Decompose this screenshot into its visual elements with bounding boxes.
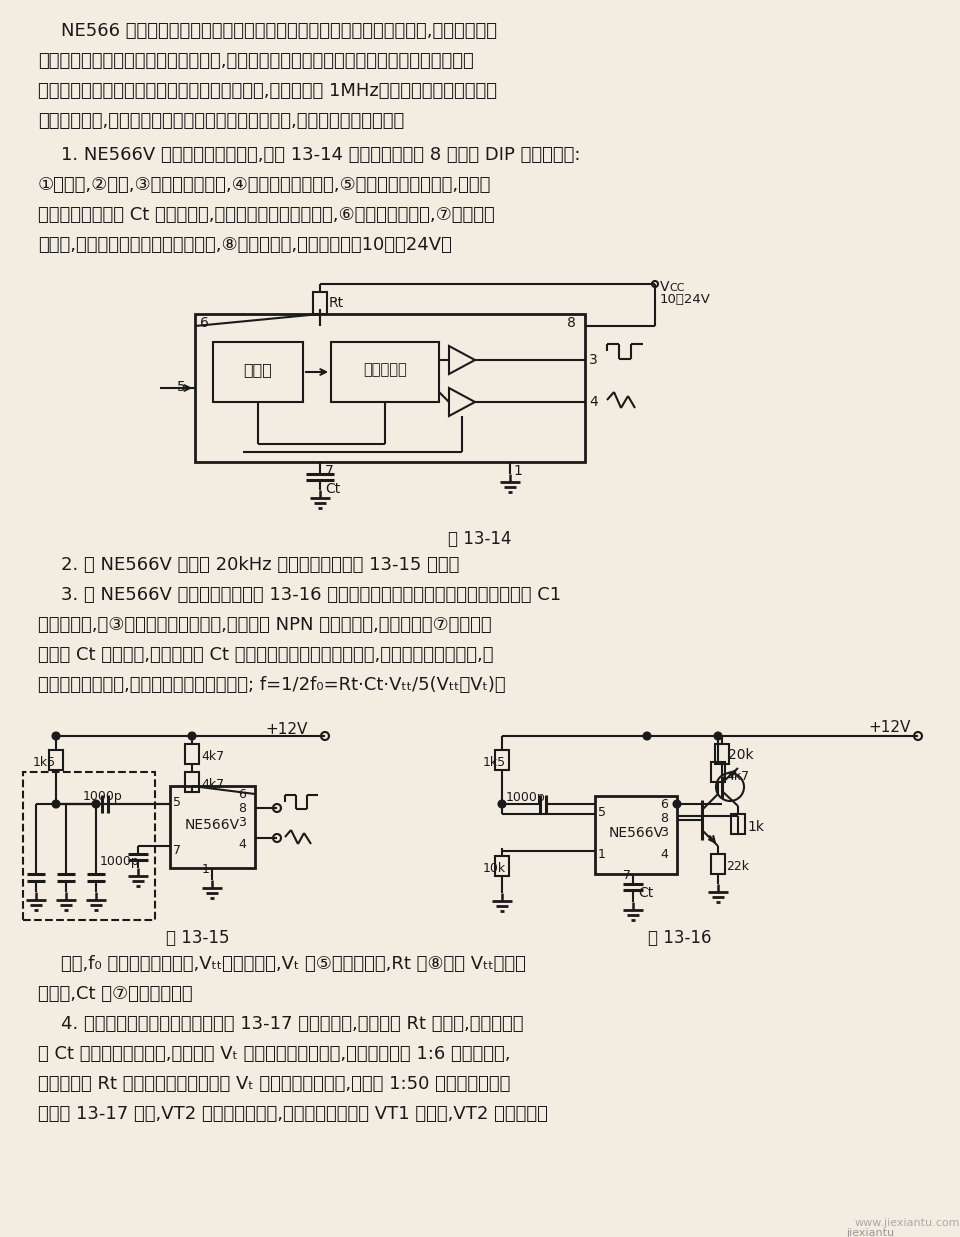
Text: +12V: +12V: [868, 720, 910, 735]
Text: 1: 1: [513, 464, 522, 477]
Text: 时电容 Ct 迅速放电,由外接电容 Ct 的慢充快放形成不对称三角波,随着放电电流的增大,就: 时电容 Ct 迅速放电,由外接电容 Ct 的慢充快放形成不对称三角波,随着放电电…: [38, 646, 493, 664]
Text: 形成了正向锯齿波,其振荡频率可由下式估算; f=1/2f₀=Rt·Ct·Vₜₜ/5(Vₜₜ－Vₜ)。: 形成了正向锯齿波,其振荡频率可由下式估算; f=1/2f₀=Rt·Ct·Vₜₜ/…: [38, 675, 506, 694]
Text: 4k7: 4k7: [726, 769, 749, 783]
Bar: [331, 341, 439, 402]
Text: ①脚接地,②空脚,③脚方波信号输出,④脚三角波信号输出,⑤脚为控制电压输入端,通过内: ①脚接地,②空脚,③脚方波信号输出,④脚三角波信号输出,⑤脚为控制电压输入端,通…: [38, 176, 492, 194]
Text: 3: 3: [660, 826, 668, 839]
Text: 1000p: 1000p: [506, 790, 545, 804]
Text: 7: 7: [325, 464, 334, 477]
Text: CC: CC: [669, 283, 684, 293]
Text: 5: 5: [173, 795, 181, 809]
Text: Rt: Rt: [329, 296, 344, 310]
Text: 8: 8: [238, 802, 246, 815]
Bar: [731, 814, 745, 834]
Text: 时电容,两者共同决定电路的振荡频率,⑧脚接正电源,工作电压在＋10～＋24V。: 时电容,两者共同决定电路的振荡频率,⑧脚接正电源,工作电压在＋10～＋24V。: [38, 236, 452, 254]
Text: 7: 7: [173, 844, 181, 857]
Text: 10k: 10k: [483, 862, 506, 875]
Text: 的 Ct 可以选择输出频率,同时改变 Vₜ 也可以改变输出电压,但一般只能有 1:6 的可调范围,: 的 Ct 可以选择输出频率,同时改变 Vₜ 也可以改变输出电压,但一般只能有 1…: [38, 1045, 511, 1063]
Text: 6: 6: [238, 788, 246, 802]
Text: jiexiantu: jiexiantu: [846, 1228, 894, 1237]
Text: 如果使流过 Rt 的输入电流与控制电压 Vₜ 成正比来控制频率,就能有 1:50 的可变范围。电: 如果使流过 Rt 的输入电流与控制电压 Vₜ 成正比来控制频率,就能有 1:50…: [38, 1075, 511, 1094]
Bar: [195, 314, 585, 461]
Bar: [23, 772, 155, 920]
Text: NE566V: NE566V: [609, 826, 663, 840]
Text: NE566V: NE566V: [184, 818, 240, 833]
Text: 4: 4: [660, 849, 668, 861]
Text: 1: 1: [598, 849, 606, 861]
Bar: [711, 854, 725, 875]
Text: 图 13-14: 图 13-14: [448, 529, 512, 548]
Bar: [170, 785, 255, 868]
Text: 10～24V: 10～24V: [660, 293, 710, 306]
Text: 施密特电流: 施密特电流: [363, 362, 407, 377]
Text: 4k7: 4k7: [201, 750, 224, 763]
Text: +12V: +12V: [265, 722, 307, 737]
Text: 的放电过程,当③脚的波形为高电平时,促使外接 NPN 型管子导通,导通电流使⑦脚外接定: 的放电过程,当③脚的波形为高电平时,促使外接 NPN 型管子导通,导通电流使⑦脚…: [38, 616, 492, 635]
Circle shape: [53, 800, 60, 808]
Circle shape: [498, 800, 506, 808]
Circle shape: [53, 732, 60, 740]
Text: 6: 6: [660, 798, 668, 811]
Text: 总电阻,Ct 是⑦脚接地电容。: 总电阻,Ct 是⑦脚接地电容。: [38, 985, 193, 1003]
Text: 1. NE566V 的方框图和引脚功能,如图 13-14 所示。这是一个 8 引线的 DIP 封装的电路:: 1. NE566V 的方框图和引脚功能,如图 13-14 所示。这是一个 8 引…: [38, 146, 581, 165]
Text: 路如图 13-17 所示,VT2 为共基极晶体管,并在其基极上加有 VT1 的偏置,VT2 的发射极电: 路如图 13-17 所示,VT2 为共基极晶体管,并在其基极上加有 VT1 的偏…: [38, 1105, 548, 1123]
Bar: [213, 341, 303, 402]
Circle shape: [714, 732, 722, 740]
Text: 20k: 20k: [728, 748, 754, 762]
Text: 3. 用 NE566V 产生锯齿波形如图 13-16 所示。电路中外接晶体三极管的作用是加速 C1: 3. 用 NE566V 产生锯齿波形如图 13-16 所示。电路中外接晶体三极管…: [38, 586, 562, 604]
Bar: [185, 772, 199, 792]
Circle shape: [643, 732, 651, 740]
Text: 8: 8: [567, 315, 576, 330]
Text: 弦波变换电路,很容易构成价廉物美的多形信号发生器,是实验的理想信号源。: 弦波变换电路,很容易构成价廉物美的多形信号发生器,是实验的理想信号源。: [38, 113, 404, 130]
Text: 式中,f₀ 为三角形振荡频率,Vₜₜ为电源电压,Vₜ 为⑤脚控制电压,Rt 是⑧脚到 Vₜₜ之间的: 式中,f₀ 为三角形振荡频率,Vₜₜ为电源电压,Vₜ 为⑤脚控制电压,Rt 是⑧…: [38, 955, 526, 974]
Bar: [49, 750, 63, 769]
Text: 只电阻和电容就可以产生方波和三角波,且控制特性为线性。振荡频率由外接定时电阻和定时: 只电阻和电容就可以产生方波和三角波,且控制特性为线性。振荡频率由外接定时电阻和定…: [38, 52, 473, 71]
Text: 1k: 1k: [747, 820, 764, 834]
Text: 4k7: 4k7: [201, 778, 224, 790]
Text: 1000p: 1000p: [83, 790, 123, 803]
Text: 4: 4: [238, 837, 246, 851]
Text: V: V: [660, 280, 669, 294]
Text: 5: 5: [598, 807, 606, 819]
Text: 图 13-15: 图 13-15: [166, 929, 229, 948]
Text: 电容所决定。该集成电路在低频段可以无限下延,高频段可达 1MHz。如若再配上三角波－正: 电容所决定。该集成电路在低频段可以无限下延,高频段可达 1MHz。如若再配上三角…: [38, 82, 497, 100]
Text: 图 13-16: 图 13-16: [648, 929, 711, 948]
Text: 1k5: 1k5: [483, 756, 506, 769]
Bar: [495, 750, 509, 769]
Circle shape: [188, 732, 196, 740]
Bar: [313, 292, 327, 314]
Bar: [595, 795, 677, 875]
Circle shape: [92, 800, 100, 808]
Bar: [495, 856, 509, 876]
Text: 2. 用 NE566V 构成的 20kHz 的波形发生器如图 13-15 所示。: 2. 用 NE566V 构成的 20kHz 的波形发生器如图 13-15 所示。: [38, 555, 460, 574]
Text: 3: 3: [238, 816, 246, 829]
Text: 恒流源: 恒流源: [244, 362, 273, 377]
Text: Ct: Ct: [325, 482, 340, 496]
Text: 1000p: 1000p: [100, 855, 140, 868]
Text: 4: 4: [589, 395, 598, 409]
Circle shape: [674, 800, 681, 808]
Text: 1k5: 1k5: [33, 756, 56, 769]
Text: 部恒流源来控制对 Ct 的充电电流,因此也可以改变振荡频率,⑥脚外接定时电阻,⑦脚外接定: 部恒流源来控制对 Ct 的充电电流,因此也可以改变振荡频率,⑥脚外接定时电阻,⑦…: [38, 207, 494, 224]
Bar: [715, 743, 729, 764]
Text: 1: 1: [202, 863, 210, 876]
Text: 8: 8: [660, 811, 668, 825]
Text: Ct: Ct: [638, 886, 653, 901]
Text: 5: 5: [177, 380, 185, 395]
Bar: [185, 743, 199, 764]
Text: NE566 是一个低频宽带的积分－施密特触发器型的压控多谐振荡器电路,只需要接上几: NE566 是一个低频宽带的积分－施密特触发器型的压控多谐振荡器电路,只需要接上…: [38, 22, 497, 40]
Text: 22k: 22k: [726, 860, 749, 873]
Text: www.jiexiantu.com: www.jiexiantu.com: [855, 1218, 960, 1228]
Text: 4. 宽范围可控的压控振荡器。在图 13-17 所示电路中,通过变化 Rt 的阻值,或选择不同: 4. 宽范围可控的压控振荡器。在图 13-17 所示电路中,通过变化 Rt 的阻…: [38, 1016, 523, 1033]
Text: 3: 3: [589, 353, 598, 367]
Text: 6: 6: [200, 315, 209, 330]
Text: 7: 7: [623, 870, 631, 882]
Bar: [711, 762, 725, 782]
